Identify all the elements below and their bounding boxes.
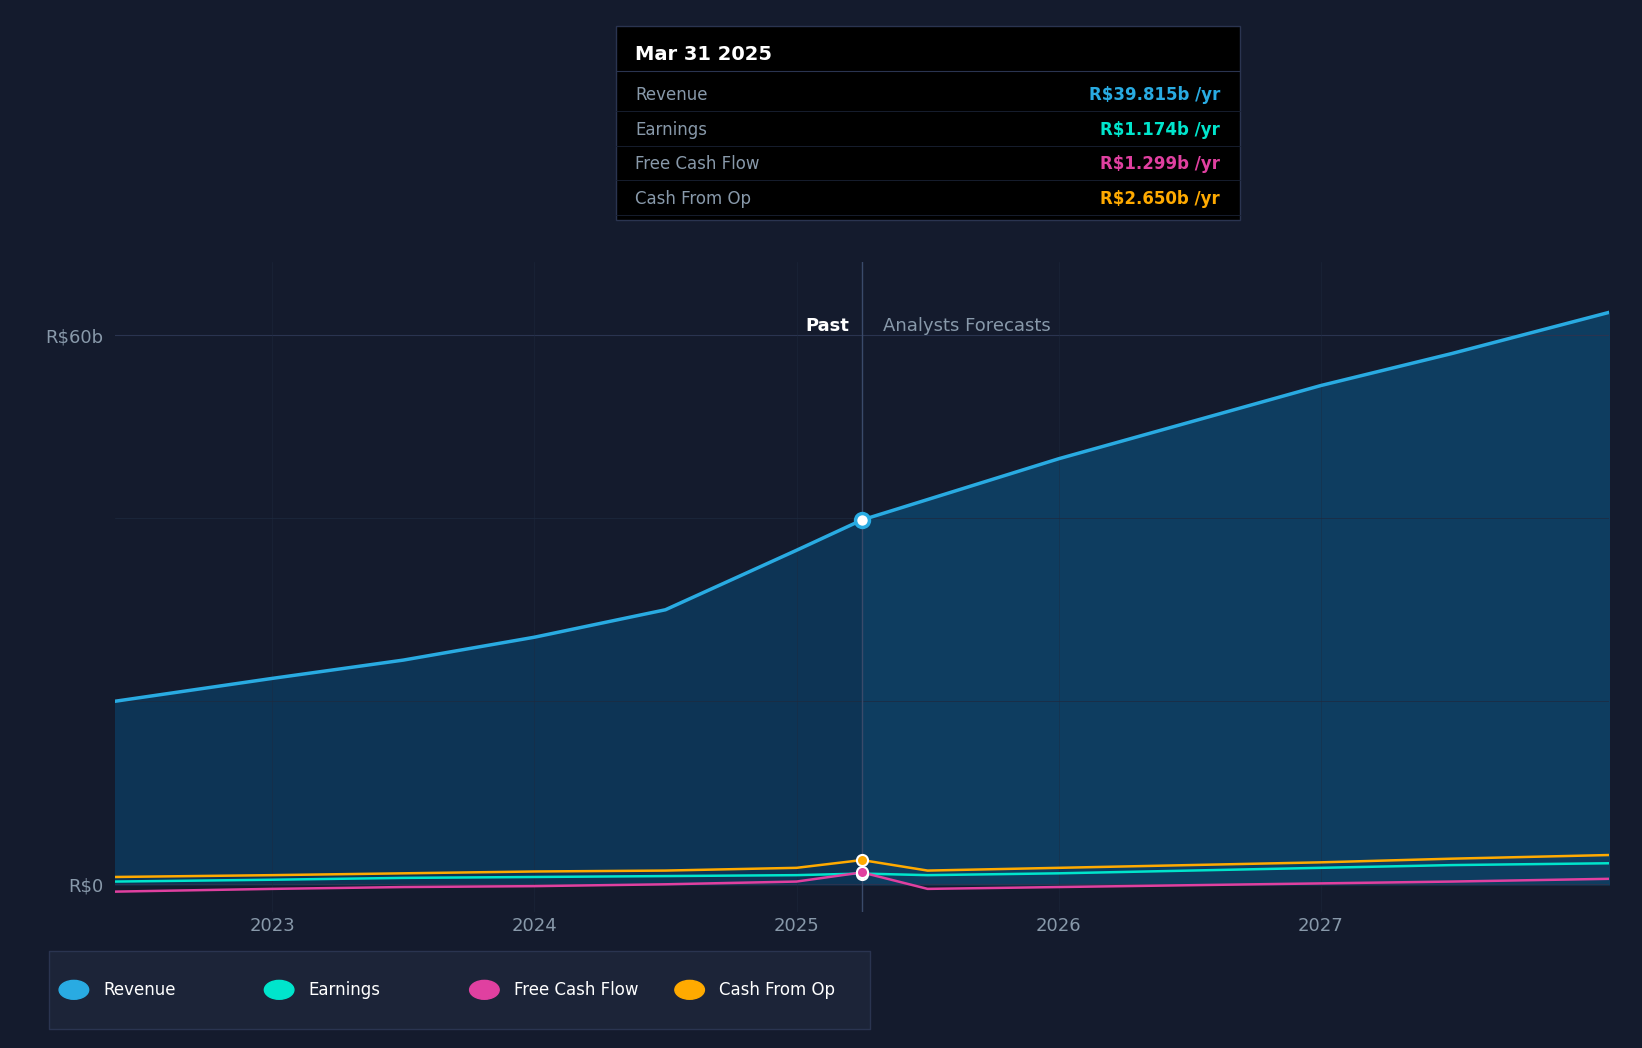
Text: Earnings: Earnings (309, 981, 381, 999)
Text: Mar 31 2025: Mar 31 2025 (635, 45, 772, 64)
Text: Cash From Op: Cash From Op (719, 981, 836, 999)
Text: Free Cash Flow: Free Cash Flow (514, 981, 639, 999)
Text: R$1.299b /yr: R$1.299b /yr (1100, 155, 1220, 173)
Text: Earnings: Earnings (635, 121, 708, 138)
Text: R$1.174b /yr: R$1.174b /yr (1100, 121, 1220, 138)
Text: R$39.815b /yr: R$39.815b /yr (1089, 86, 1220, 104)
Text: Cash From Op: Cash From Op (635, 190, 752, 208)
Text: Revenue: Revenue (635, 86, 708, 104)
Text: Analysts Forecasts: Analysts Forecasts (883, 316, 1051, 335)
Text: Past: Past (805, 316, 849, 335)
Text: R$2.650b /yr: R$2.650b /yr (1100, 190, 1220, 208)
Text: Free Cash Flow: Free Cash Flow (635, 155, 760, 173)
Text: Revenue: Revenue (103, 981, 176, 999)
